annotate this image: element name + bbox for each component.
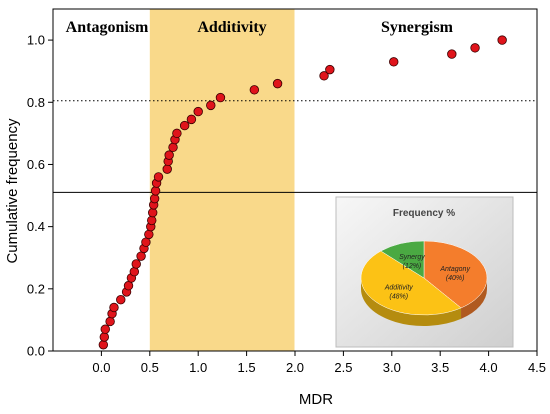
x-tick-label: 4.0: [480, 360, 498, 375]
data-point: [129, 267, 140, 277]
x-tick-label: 3.5: [431, 360, 449, 375]
data-point: [172, 128, 182, 139]
y-tick-label: 0.2: [27, 281, 45, 296]
data-point: [249, 85, 260, 95]
data-point: [105, 316, 115, 327]
data-point: [144, 229, 154, 240]
data-point: [325, 64, 335, 75]
x-axis-ticks: 0.0 0.5 1.0 1.5 2.0 2.5 3.0 3.5 4.0 4.5: [92, 351, 546, 375]
data-point: [272, 78, 283, 89]
pie-slice-label: Additivity: [384, 284, 414, 291]
pie-chart-inset: Frequency % Antagony (40%) Additivity (48%)…: [335, 196, 514, 348]
data-point: [150, 186, 161, 196]
data-points: [98, 35, 507, 350]
region-labels: Antagonism Additivity Synergism: [66, 19, 454, 36]
data-point: [164, 150, 174, 160]
data-point: [447, 49, 457, 59]
region-label-antagonism: Antagonism: [66, 19, 149, 36]
data-point: [149, 193, 160, 204]
y-tick-label: 0.4: [27, 219, 45, 234]
data-point: [497, 35, 507, 45]
data-point: [319, 71, 329, 81]
reference-lines: [53, 9, 537, 351]
pie-labels: Antagony (40%) Additivity (48%) Synergy (12%): [384, 254, 471, 300]
x-tick-label: 1.0: [189, 360, 207, 375]
data-point: [206, 100, 216, 111]
x-tick-label: 1.5: [238, 360, 256, 375]
pie-title: Frequency %: [393, 208, 455, 219]
pie-slice-synergy: [380, 240, 425, 279]
y-axis-ticks: 0.0 0.2 0.4 0.6 0.8 1.0: [27, 33, 53, 359]
data-point: [153, 172, 164, 182]
data-point: [116, 295, 126, 305]
y-tick-label: 0.8: [27, 95, 45, 110]
pie-slice-value: (12%): [403, 263, 422, 270]
pie-slice-side: [361, 278, 462, 326]
data-point: [147, 215, 157, 226]
pie-slice-additivity: [360, 250, 462, 316]
x-tick-label: 2.0: [286, 360, 304, 375]
pie-slice-value: (48%): [389, 293, 408, 300]
x-tick-label: 4.5: [528, 360, 546, 375]
data-point: [136, 251, 146, 261]
pie-slice-antagony: [423, 240, 488, 309]
y-tick-label: 0.6: [27, 157, 45, 172]
data-point: [123, 281, 134, 291]
data-point: [100, 324, 110, 334]
data-point: [109, 302, 119, 313]
y-tick-label: 0.0: [27, 344, 45, 359]
data-point: [162, 164, 172, 174]
additivity-region-band: [149, 9, 295, 351]
pie-slice-side: [461, 278, 487, 319]
x-tick-label: 3.0: [383, 360, 401, 375]
data-point: [98, 340, 109, 350]
data-point: [148, 207, 158, 218]
data-point: [215, 92, 226, 103]
pie-slice-label: Antagony: [439, 266, 470, 273]
x-axis-title: MDR: [299, 391, 333, 408]
pie-slice-label: Synergy: [399, 254, 425, 261]
pie-slice-value: (40%): [446, 275, 465, 282]
data-point: [141, 237, 151, 247]
data-point: [470, 43, 480, 53]
data-point: [168, 142, 178, 153]
pie-slices: [360, 240, 488, 326]
x-tick-label: 2.5: [334, 360, 352, 375]
data-point: [186, 114, 197, 125]
y-tick-label: 1.0: [27, 33, 45, 48]
data-point: [131, 259, 141, 269]
region-label-additivity: Additivity: [197, 19, 266, 36]
data-point: [389, 57, 399, 67]
x-tick-label: 0.0: [92, 360, 110, 375]
region-label-synergism: Synergism: [381, 19, 454, 36]
data-point: [179, 120, 190, 131]
x-tick-label: 0.5: [141, 360, 159, 375]
data-point: [99, 332, 110, 342]
y-axis-title: Cumulative frequency: [4, 118, 21, 264]
data-point: [193, 106, 203, 117]
